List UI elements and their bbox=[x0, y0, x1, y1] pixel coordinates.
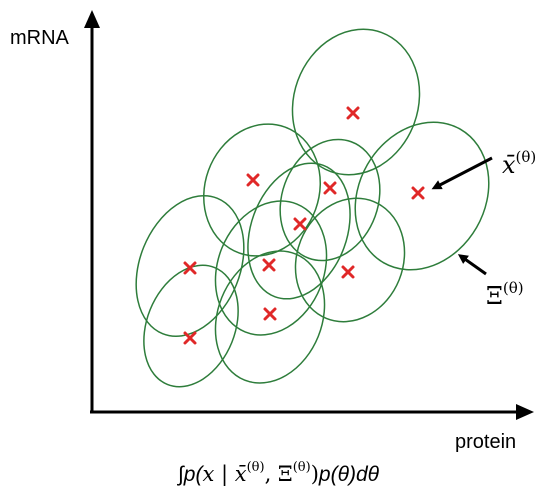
ellipse-mid-right bbox=[294, 197, 406, 323]
ellipse-bottom bbox=[214, 250, 326, 384]
formula: ∫p(x | x̄(θ), Ξ(θ))p(θ)dθ bbox=[177, 460, 380, 487]
y-axis-label: mRNA bbox=[10, 27, 70, 49]
ellipse-right bbox=[354, 121, 490, 271]
cross-marker bbox=[293, 217, 307, 231]
mean-label: x̄(θ) bbox=[502, 148, 536, 179]
ellipse-center bbox=[247, 162, 351, 300]
cross-marker bbox=[262, 258, 276, 272]
cov-arrow bbox=[457, 254, 487, 276]
cross-marker bbox=[323, 181, 337, 195]
cross-marker bbox=[246, 173, 260, 187]
ellipse-top bbox=[291, 28, 421, 176]
cross-marker bbox=[183, 261, 197, 275]
ellipse-upper-left bbox=[202, 123, 322, 257]
x-axis-label: protein bbox=[455, 431, 516, 453]
ellipse-lower-left bbox=[143, 264, 239, 388]
ellipse-mid-left bbox=[214, 200, 328, 336]
mean-arrow bbox=[431, 156, 493, 190]
ellipse-left bbox=[135, 195, 245, 337]
ellipse-upper-center bbox=[279, 138, 381, 262]
mean-markers bbox=[183, 106, 425, 345]
cross-marker bbox=[341, 265, 355, 279]
cross-marker bbox=[263, 307, 277, 321]
gaussian-ellipses bbox=[135, 28, 490, 388]
y-axis-arrow bbox=[84, 10, 100, 28]
cross-marker bbox=[183, 331, 197, 345]
cross-marker bbox=[411, 186, 425, 200]
x-axis-arrow bbox=[516, 404, 534, 420]
cross-marker bbox=[346, 106, 360, 120]
cov-label: Ξ(θ) bbox=[486, 279, 524, 310]
